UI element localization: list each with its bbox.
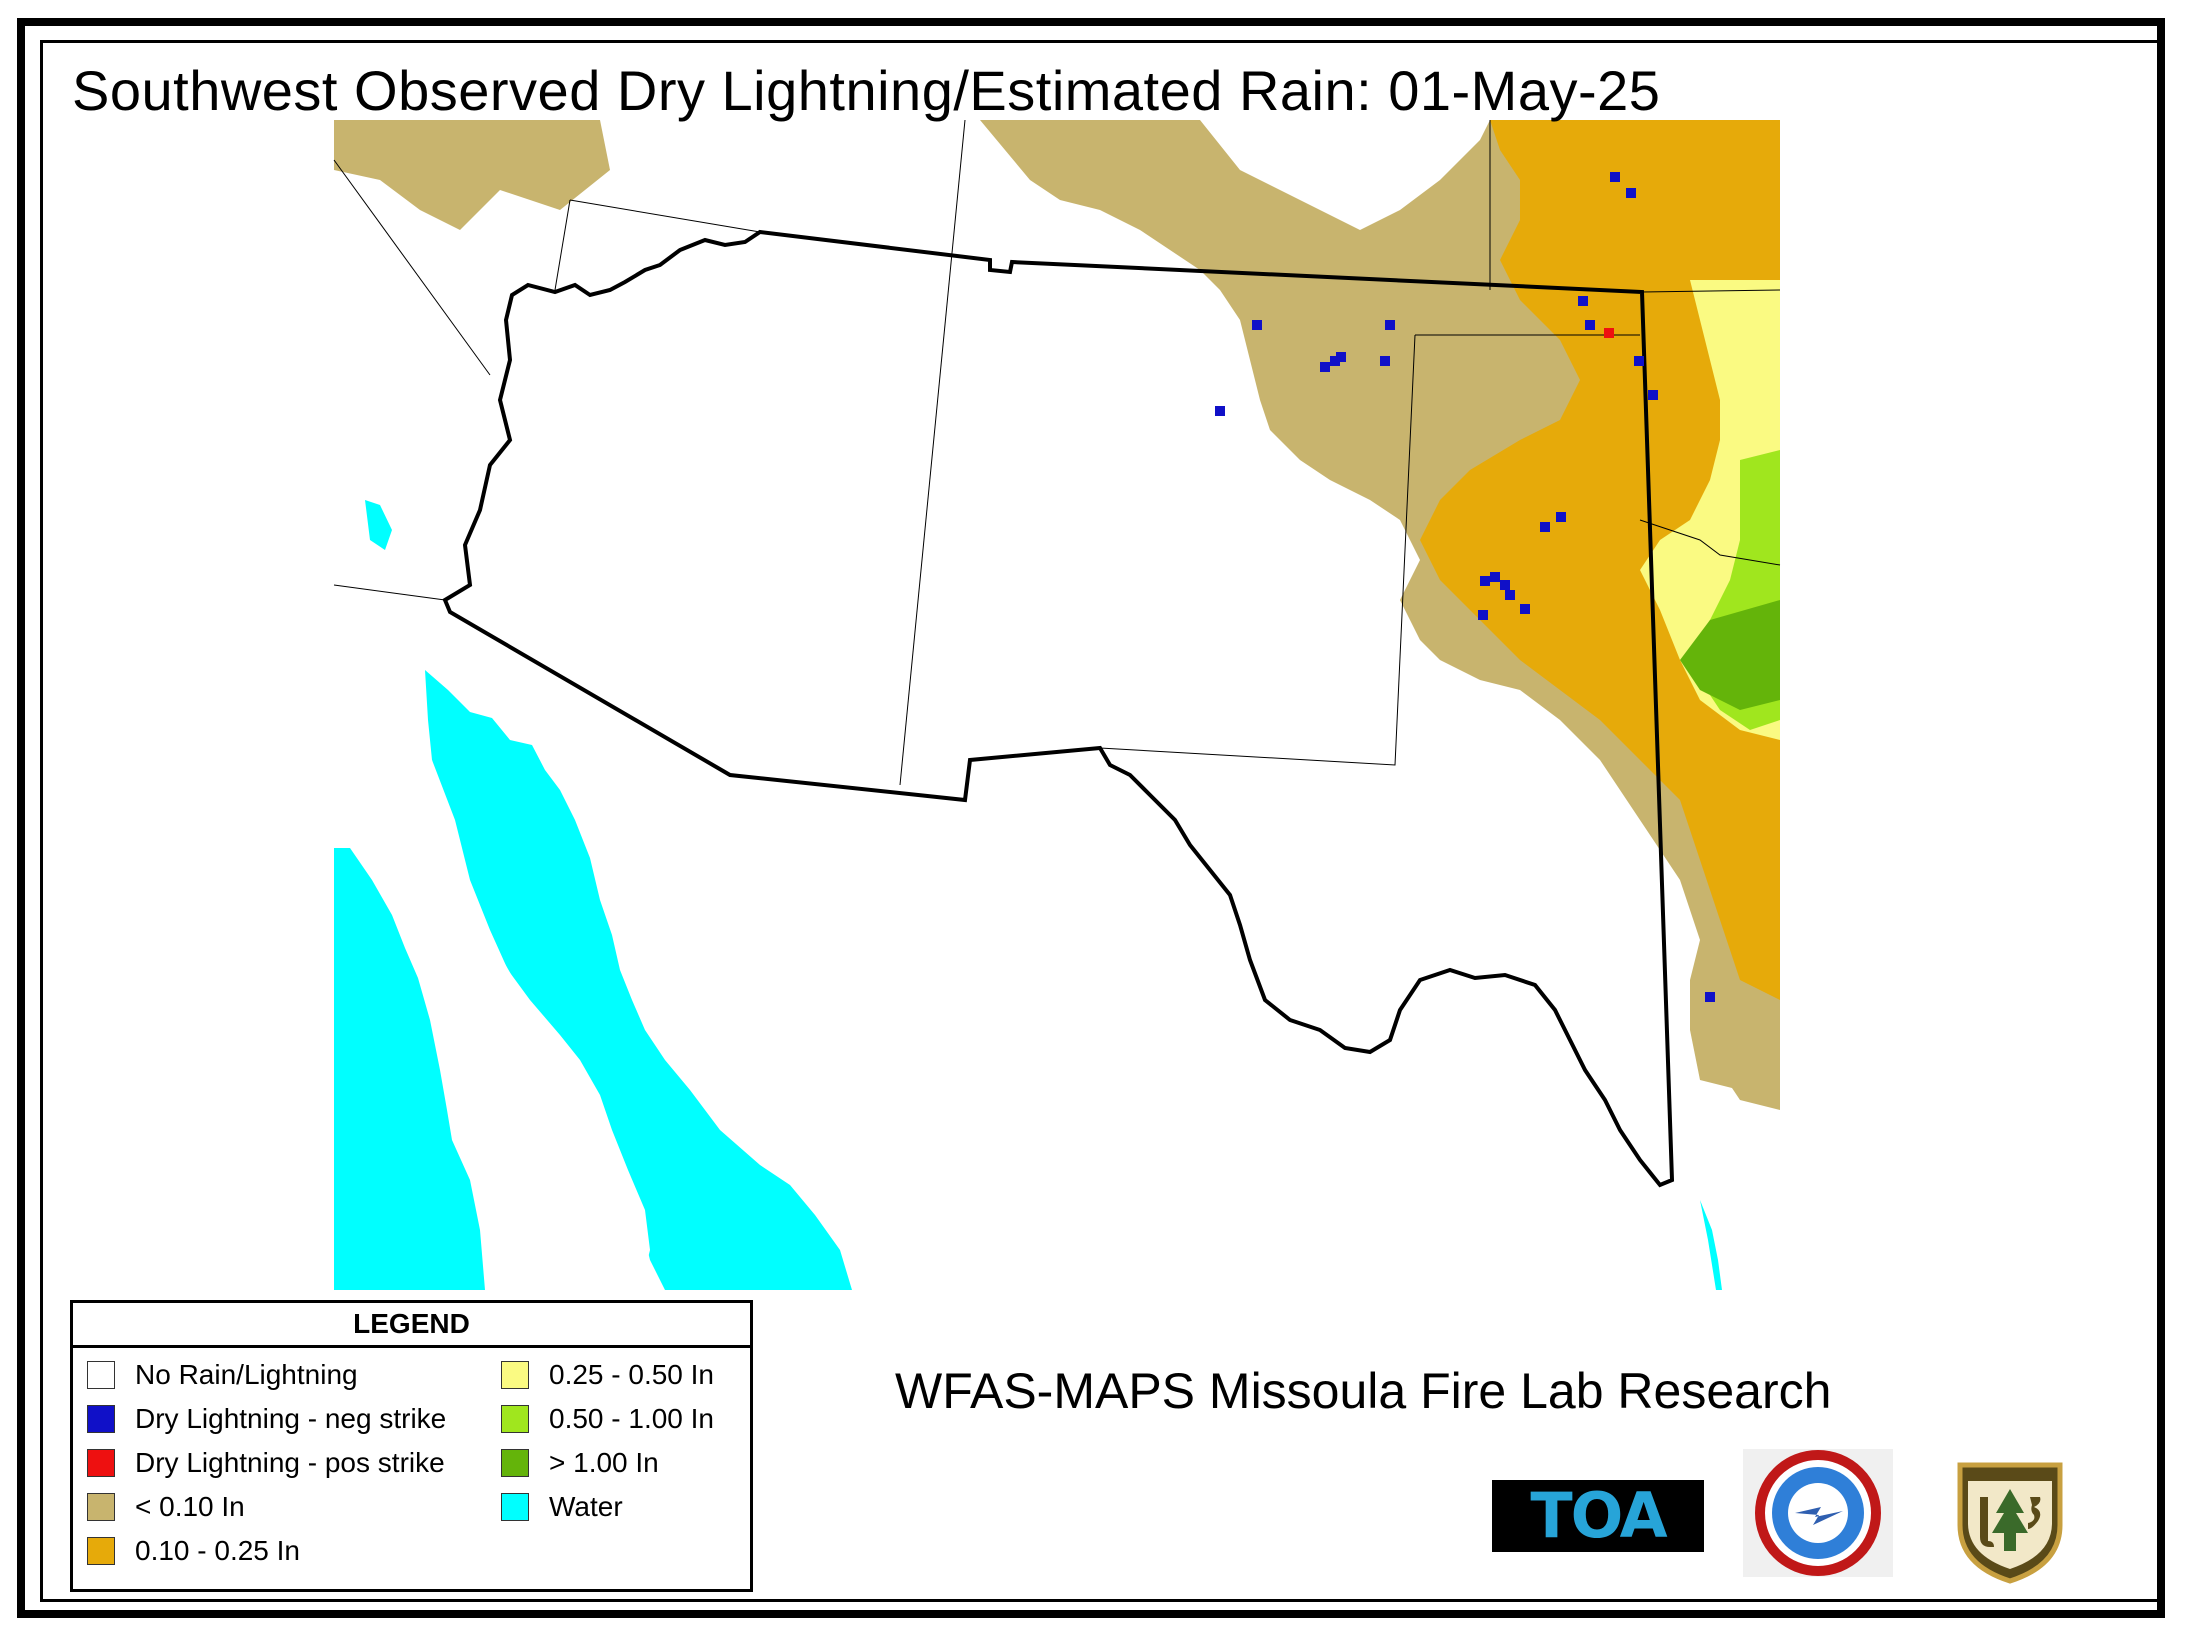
legend-item: No Rain/Lightning bbox=[87, 1353, 446, 1397]
neg-strike bbox=[1385, 320, 1395, 330]
neg-strike bbox=[1626, 188, 1636, 198]
neg-strike bbox=[1478, 610, 1488, 620]
legend-item: 0.10 - 0.25 In bbox=[87, 1529, 446, 1573]
legend-item: 0.25 - 0.50 In bbox=[501, 1353, 714, 1397]
legend-label: > 1.00 In bbox=[549, 1447, 659, 1478]
legend-item: 0.50 - 1.00 In bbox=[501, 1397, 714, 1441]
state-line-ut-co bbox=[899, 119, 966, 786]
neg-strike bbox=[1578, 296, 1588, 306]
boundaries bbox=[333, 119, 1781, 1188]
neg-strike bbox=[1585, 320, 1595, 330]
credit-text: WFAS-MAPS Missoula Fire Lab Research bbox=[895, 1363, 1832, 1419]
neg-strike bbox=[1556, 512, 1566, 522]
legend-label: < 0.10 In bbox=[135, 1491, 245, 1522]
legend-label: No Rain/Lightning bbox=[135, 1359, 358, 1390]
pacific-ocean bbox=[334, 848, 485, 1290]
state-line-ks-mo bbox=[1639, 289, 1781, 293]
map-title: Southwest Observed Dry Lightning/Estimat… bbox=[72, 59, 1661, 122]
legend-column-right: 0.25 - 0.50 In 0.50 - 1.00 In > 1.00 In … bbox=[501, 1353, 714, 1529]
legend-swatch bbox=[501, 1449, 529, 1477]
region-outline bbox=[442, 229, 1675, 1188]
rain-010-025 bbox=[1420, 120, 1780, 1000]
legend-label: 0.25 - 0.50 In bbox=[549, 1359, 715, 1390]
toa-logo-text: TOA bbox=[1530, 1479, 1667, 1552]
legend-label: Dry Lightning - neg strike bbox=[135, 1403, 447, 1434]
rain-lt010-north bbox=[334, 120, 610, 230]
state-line-ut-nv bbox=[569, 199, 761, 233]
baja-peninsula-gap bbox=[430, 760, 650, 1290]
state-line-nv-ca bbox=[333, 159, 491, 376]
state-line-nv-az bbox=[554, 199, 571, 291]
legend-item: < 0.10 In bbox=[87, 1485, 446, 1529]
neg-strike bbox=[1520, 604, 1530, 614]
neg-strike bbox=[1705, 992, 1715, 1002]
legend-item: Water bbox=[501, 1485, 714, 1529]
legend-label: 0.50 - 1.00 In bbox=[549, 1403, 715, 1434]
legend-label: Dry Lightning - pos strike bbox=[135, 1447, 445, 1478]
neg-strike bbox=[1336, 352, 1346, 362]
legend-item: > 1.00 In bbox=[501, 1441, 714, 1485]
inner-frame bbox=[40, 40, 2162, 1602]
neg-strike bbox=[1500, 580, 1510, 590]
toa-logo: TOA bbox=[1492, 1480, 1704, 1552]
legend-swatch bbox=[87, 1449, 115, 1477]
state-line-tx-ok bbox=[1639, 519, 1781, 566]
legend-label: 0.10 - 0.25 In bbox=[135, 1535, 301, 1566]
neg-strike bbox=[1505, 590, 1515, 600]
gulf-of-california bbox=[425, 670, 852, 1290]
legend-column-left: No Rain/Lightning Dry Lightning - neg st… bbox=[87, 1353, 446, 1573]
neg-strike bbox=[1540, 522, 1550, 532]
national-weather-service-logo bbox=[1743, 1449, 1893, 1577]
neg-strike bbox=[1215, 406, 1225, 416]
state-line-ca bbox=[333, 584, 446, 601]
forest-service-shield-logo bbox=[1957, 1462, 2063, 1584]
water-layer bbox=[334, 500, 1722, 1290]
legend: LEGEND No Rain/Lightning Dry Lightning -… bbox=[70, 1300, 753, 1592]
neg-strike bbox=[1634, 356, 1644, 366]
neg-strike bbox=[1480, 576, 1490, 586]
neg-strike bbox=[1330, 356, 1340, 366]
rain-lt010-se bbox=[1690, 980, 1760, 1090]
legend-label: Water bbox=[549, 1491, 623, 1522]
legend-item: Dry Lightning - pos strike bbox=[87, 1441, 446, 1485]
neg-strike bbox=[1490, 572, 1500, 582]
neg-strike bbox=[1610, 172, 1620, 182]
legend-swatch bbox=[501, 1361, 529, 1389]
legend-swatch bbox=[87, 1537, 115, 1565]
lake bbox=[365, 500, 392, 550]
legend-swatch bbox=[501, 1493, 529, 1521]
lightning-layer bbox=[1215, 172, 1715, 1002]
legend-item: Dry Lightning - neg strike bbox=[87, 1397, 446, 1441]
legend-swatch bbox=[87, 1405, 115, 1433]
river-ne bbox=[1700, 1200, 1722, 1290]
legend-swatch bbox=[501, 1405, 529, 1433]
neg-strike bbox=[1320, 362, 1330, 372]
rain-gt100 bbox=[1680, 600, 1780, 710]
rain-layer bbox=[334, 120, 1780, 1110]
legend-title: LEGEND bbox=[73, 1303, 750, 1348]
legend-swatch bbox=[87, 1361, 115, 1389]
neg-strike bbox=[1380, 356, 1390, 366]
neg-strike bbox=[1648, 390, 1658, 400]
neg-strike bbox=[1252, 320, 1262, 330]
state-line-nm-tx bbox=[1099, 334, 1416, 766]
legend-swatch bbox=[87, 1493, 115, 1521]
pos-strike bbox=[1604, 328, 1614, 338]
